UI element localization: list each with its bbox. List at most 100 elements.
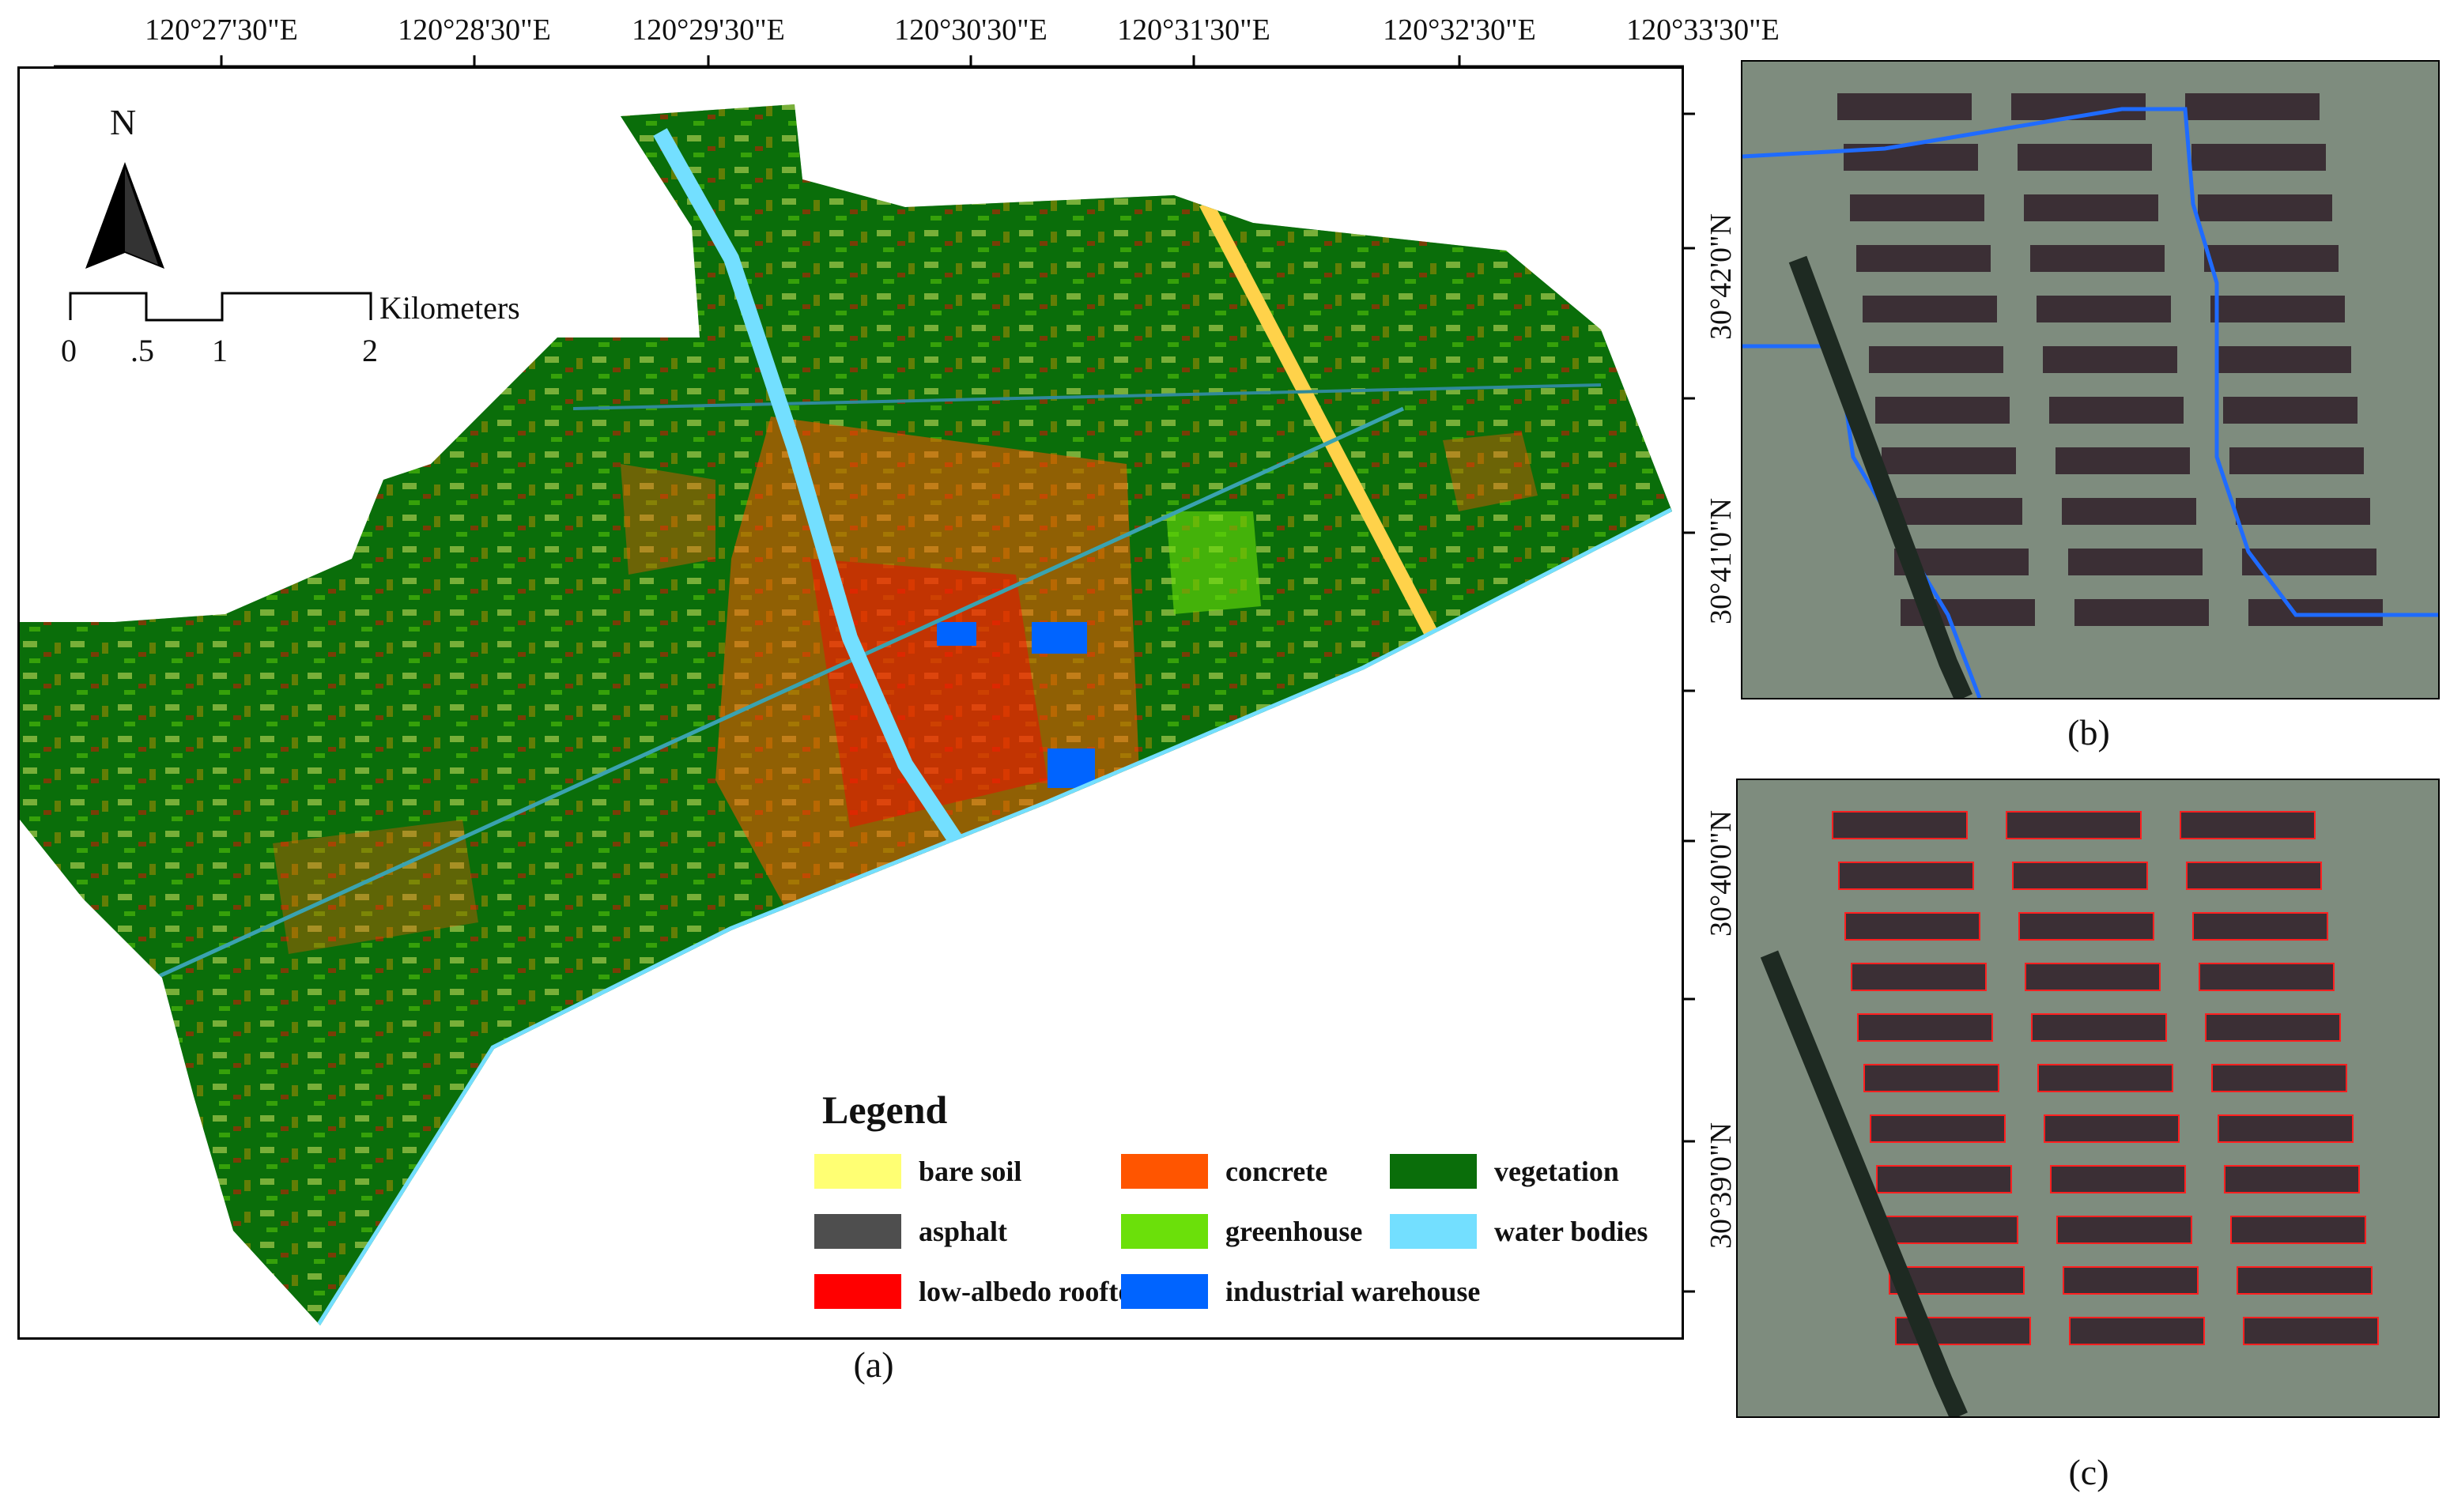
building-roof bbox=[2185, 93, 2320, 120]
lat-label-2: 30°40'0"N bbox=[1704, 810, 1738, 937]
building-roof bbox=[2056, 1216, 2192, 1244]
building-roof bbox=[2198, 194, 2332, 221]
building-roof bbox=[2044, 1114, 2180, 1143]
north-label: N bbox=[110, 102, 137, 142]
building-roof bbox=[2031, 1013, 2167, 1042]
legend-swatch bbox=[1121, 1214, 1208, 1249]
building-roof bbox=[2043, 346, 2177, 373]
satellite-image-b bbox=[1741, 60, 2440, 699]
legend-item: bare soil bbox=[814, 1154, 1021, 1189]
lat-tick-marks bbox=[1682, 112, 1695, 1293]
building-roof bbox=[2180, 811, 2316, 839]
building-roof bbox=[2210, 296, 2345, 322]
legend-swatch bbox=[1121, 1154, 1208, 1189]
building-roof bbox=[1876, 1165, 2012, 1193]
building-roof bbox=[2204, 245, 2339, 272]
lat-label-3: 30°39'0"N bbox=[1704, 1122, 1738, 1249]
legend-label: bare soil bbox=[919, 1156, 1022, 1187]
building-roof bbox=[2030, 245, 2165, 272]
map-panel-a: 120°27'30"E 120°28'30"E 120°29'30"E 120°30'… bbox=[17, 13, 1780, 1385]
lon-label-5: 120°32'30"E bbox=[1383, 13, 1536, 47]
legend-swatch bbox=[1121, 1274, 1208, 1309]
satellite-image-b-drawing bbox=[1742, 62, 2438, 698]
building-roof bbox=[1856, 245, 1991, 272]
lon-label-0: 120°27'30"E bbox=[145, 13, 298, 47]
scale-label-1: 1 bbox=[212, 333, 228, 368]
building-roof bbox=[2037, 296, 2171, 322]
building-roof bbox=[2049, 397, 2184, 424]
building-roof bbox=[1837, 93, 1972, 120]
satellite-image-c-drawing bbox=[1738, 780, 2438, 1416]
building-roof bbox=[2018, 912, 2154, 941]
building-roof bbox=[2236, 498, 2370, 525]
building-roof bbox=[1838, 862, 1974, 890]
legend-title: Legend bbox=[822, 1088, 948, 1132]
legend-item: water bodies bbox=[1390, 1214, 1648, 1249]
building-roof bbox=[2237, 1266, 2373, 1295]
building-roof bbox=[2192, 912, 2328, 941]
building-roof bbox=[1875, 397, 2010, 424]
building-roof bbox=[2199, 963, 2335, 991]
scale-unit: Kilometers bbox=[379, 290, 520, 326]
building-roof bbox=[1863, 296, 1997, 322]
building-roof bbox=[2230, 1216, 2366, 1244]
legend-item: vegetation bbox=[1390, 1154, 1619, 1189]
legend-label: vegetation bbox=[1494, 1156, 1619, 1187]
lat-label-1: 30°41'0"N bbox=[1704, 498, 1738, 624]
scale-label-0: 0 bbox=[61, 333, 77, 368]
scale-label-05: .5 bbox=[130, 333, 154, 368]
legend-swatch bbox=[814, 1214, 901, 1249]
building-roof bbox=[2223, 397, 2358, 424]
building-roof bbox=[2069, 1317, 2205, 1345]
building-roof bbox=[2218, 1114, 2354, 1143]
legend-label: asphalt bbox=[919, 1216, 1008, 1247]
building-roof bbox=[2050, 1165, 2186, 1193]
building-roof bbox=[2186, 862, 2322, 890]
legend-item: asphalt bbox=[814, 1214, 1007, 1249]
lon-label-1: 120°28'30"E bbox=[398, 13, 551, 47]
building-roof bbox=[1869, 346, 2003, 373]
legend-item: concrete bbox=[1121, 1154, 1327, 1189]
building-roof bbox=[2063, 1266, 2199, 1295]
lon-label-3: 120°30'30"E bbox=[894, 13, 1048, 47]
scale-label-2: 2 bbox=[362, 333, 378, 368]
legend-label: industrial warehouse bbox=[1225, 1276, 1481, 1307]
building-roof bbox=[2062, 498, 2196, 525]
legend-swatch bbox=[814, 1154, 901, 1189]
building-roof bbox=[2229, 447, 2364, 474]
legend-items: bare soil concrete vegetation asphalt greenh… bbox=[814, 1154, 1668, 1336]
building-roof bbox=[1857, 1013, 1993, 1042]
building-roof bbox=[2205, 1013, 2341, 1042]
building-roof bbox=[2211, 1064, 2347, 1092]
building-roof bbox=[2224, 1165, 2360, 1193]
building-roof bbox=[1851, 963, 1987, 991]
building-roof bbox=[1844, 912, 1980, 941]
legend-swatch bbox=[1390, 1154, 1477, 1189]
legend-label: water bodies bbox=[1494, 1216, 1648, 1247]
building-roof bbox=[2037, 1064, 2173, 1092]
building-roof bbox=[1863, 1064, 1999, 1092]
caption-a: (a) bbox=[853, 1344, 894, 1385]
building-roof bbox=[2012, 862, 2148, 890]
legend-item: greenhouse bbox=[1121, 1214, 1362, 1249]
legend-item: industrial warehouse bbox=[1121, 1274, 1480, 1309]
building-roof bbox=[2074, 599, 2209, 626]
legend-item: low-albedo rooftops bbox=[814, 1274, 1159, 1309]
satellite-image-c bbox=[1736, 779, 2440, 1418]
legend-label: concrete bbox=[1225, 1156, 1328, 1187]
building-roof bbox=[2191, 144, 2326, 171]
legend-swatch bbox=[814, 1274, 901, 1309]
building-roof bbox=[1882, 1216, 2018, 1244]
legend-swatch bbox=[1390, 1214, 1477, 1249]
land-cover-map bbox=[20, 104, 1672, 1325]
legend-label: greenhouse bbox=[1225, 1216, 1363, 1247]
building-roof bbox=[1870, 1114, 2006, 1143]
building-roof bbox=[2217, 346, 2351, 373]
building-roof bbox=[2068, 549, 2203, 575]
lon-label-4: 120°31'30"E bbox=[1117, 13, 1270, 47]
north-arrow-icon bbox=[85, 162, 164, 269]
building-roof bbox=[2056, 447, 2190, 474]
building-roof bbox=[2006, 811, 2142, 839]
building-roof bbox=[2025, 963, 2161, 991]
caption-b: (b) bbox=[2067, 712, 2110, 752]
